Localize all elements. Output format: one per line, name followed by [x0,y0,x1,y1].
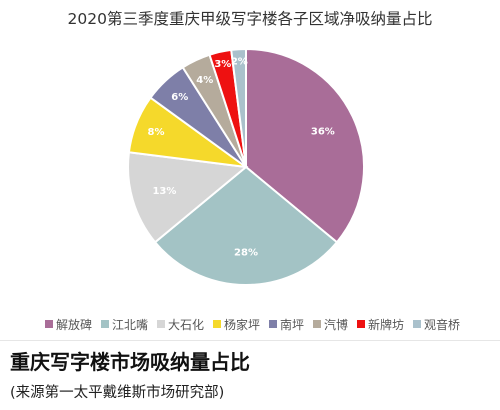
legend-item-7: 新牌坊 [357,316,404,333]
pie-slice-label-6: 4% [196,75,213,86]
pie-chart: 2020第三季度重庆甲级写字楼各子区域净吸纳量占比 36% 28% 13% 8% 6% 4… [10,10,495,334]
pie-slice-label-7: 3% [214,59,231,70]
legend-label-1: 解放碑 [55,317,92,332]
legend-swatch-4 [212,320,221,328]
legend-item-6: 汽博 [313,316,348,333]
legend-label-2: 江北嘴 [111,317,148,332]
pie-slice-label-4: 8% [148,127,165,138]
legend-swatch-6 [313,320,322,328]
legend-item-3: 大石化 [156,316,204,333]
pie-slice-1 [245,47,365,244]
legend-label-6: 汽博 [324,317,349,332]
legend-label-8: 观音桥 [424,317,461,332]
legend-swatch-1 [44,320,53,328]
legend-item-5: 南坪 [269,316,304,333]
footer-source: (来源第一太平戴维斯市场研究部) [10,385,225,401]
pie-slice-label-1: 36% [311,126,335,137]
legend-swatch-5 [269,320,277,328]
legend-item-1: 解放碑 [44,316,92,333]
legend-label-4: 杨家坪 [223,317,260,332]
pie-slice-8 [230,47,247,168]
pie-slice-label-3: 13% [152,186,176,197]
pie-slice-label-2: 28% [234,247,258,258]
legend-swatch-7 [357,320,366,328]
legend-label-5: 南坪 [280,317,305,332]
pie-slice-2 [153,165,339,286]
pie-slice-3 [127,151,249,244]
legend-swatch-3 [156,320,165,328]
legend-item-8: 观音桥 [413,316,460,333]
footer-title: 重庆写字楼市场吸纳量占比 [10,350,250,374]
legend-item-4: 杨家坪 [212,316,260,333]
pie-chart-svg: 2020第三季度重庆甲级写字楼各子区域净吸纳量占比 36% 28% 13% 8% 6% 4… [68,10,433,286]
legend-swatch-2 [100,320,109,328]
legend-label-3: 大石化 [167,317,204,332]
chart-title: 2020第三季度重庆甲级写字楼各子区域净吸纳量占比 [68,10,433,28]
chart-legend: 解放碑 江北嘴 大石化 杨家坪 南坪 汽博 新牌坊 观音桥 [10,314,495,334]
pie-slice-labels: 36% 28% 13% 8% 6% 4%3% 2% [148,57,335,259]
pie-slice-label-5: 6% [171,92,188,103]
legend-label-7: 新牌坊 [368,317,405,332]
legend-swatch-8 [413,320,422,328]
divider [0,340,500,341]
pie-slice-label-8: 2% [231,57,248,68]
legend-item-2: 江北嘴 [100,316,148,333]
pie-slices [127,47,365,286]
